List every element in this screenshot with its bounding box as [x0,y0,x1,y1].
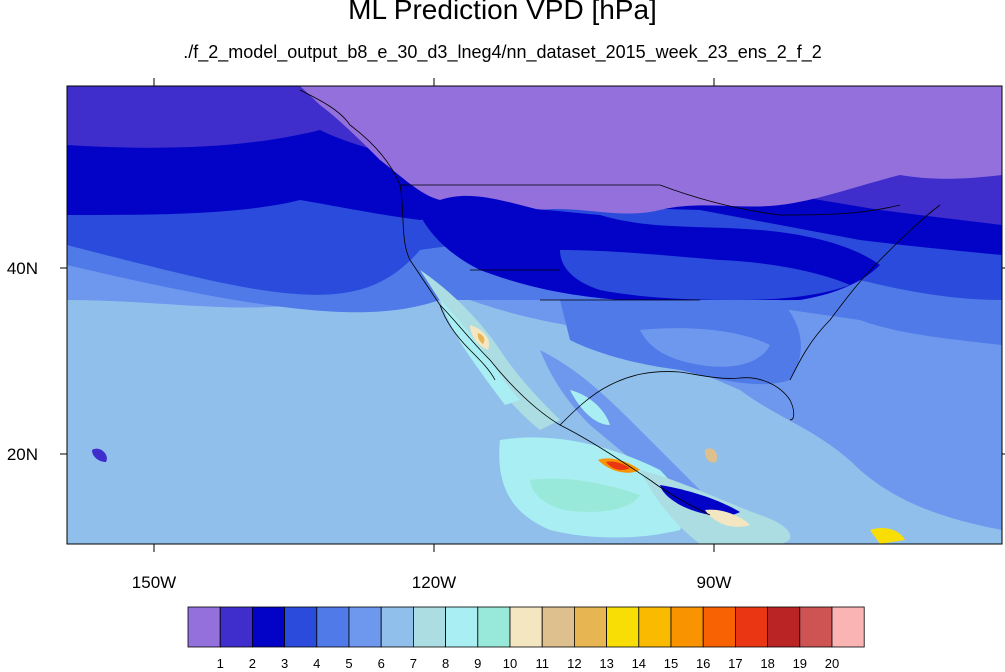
colorbar-swatch [445,606,479,648]
lat-label-20n: 20N [7,445,38,464]
colorbar-swatch [251,606,285,648]
colorbar-label: 19 [793,656,807,671]
colorbar-label: 11 [535,656,549,671]
colorbar-label: 10 [503,656,517,671]
colorbar-swatch [477,606,511,648]
colorbar-swatch [284,606,318,648]
colorbar-label: 14 [632,656,646,671]
colorbar-label: 8 [442,656,449,671]
map-title: ML Prediction VPD [hPa] [348,0,657,25]
colorbar-swatch [412,606,446,648]
colorbar-swatch [187,606,221,648]
colorbar-label: 3 [281,656,288,671]
colorbar-swatch [316,606,350,648]
vpd-field [67,86,1002,544]
colorbar-swatch [767,606,801,648]
lon-label-90w: 90W [697,573,732,592]
colorbar-swatch [219,606,253,648]
colorbar-label: 2 [249,656,256,671]
lon-label-150w: 150W [132,573,176,592]
colorbar-swatch [348,606,382,648]
map-subtitle: ./f_2_model_output_b8_e_30_d3_lneg4/nn_d… [183,42,822,62]
colorbar-label: 4 [313,656,320,671]
colorbar-swatch [831,606,865,648]
axis-ticks [60,78,1005,552]
colorbar: 1 2 3 4 5 6 7 8 9 10 11 12 13 14 15 16 17 18 19 20 [187,606,865,671]
colorbar-swatch [509,606,543,648]
colorbar-label: 9 [474,656,481,671]
colorbar-swatch [735,606,769,648]
colorbar-label: 17 [728,656,742,671]
colorbar-label: 12 [567,656,581,671]
colorbar-label: 6 [378,656,385,671]
colorbar-label: 13 [599,656,613,671]
colorbar-label: 16 [696,656,710,671]
colorbar-swatch [574,606,608,648]
colorbar-swatch [670,606,704,648]
colorbar-label: 18 [760,656,774,671]
colorbar-swatch [380,606,414,648]
colorbar-swatch [799,606,833,648]
colorbar-swatch [638,606,672,648]
lat-label-40n: 40N [7,259,38,278]
colorbar-swatch [702,606,736,648]
colorbar-label: 1 [217,656,224,671]
coastlines [299,89,941,516]
colorbar-swatch [541,606,575,648]
colorbar-label: 5 [345,656,352,671]
colorbar-label: 15 [664,656,678,671]
colorbar-label: 20 [825,656,839,671]
colorbar-label: 7 [410,656,417,671]
colorbar-swatch [606,606,640,648]
lon-label-120w: 120W [412,573,456,592]
map-frame [66,85,1003,545]
